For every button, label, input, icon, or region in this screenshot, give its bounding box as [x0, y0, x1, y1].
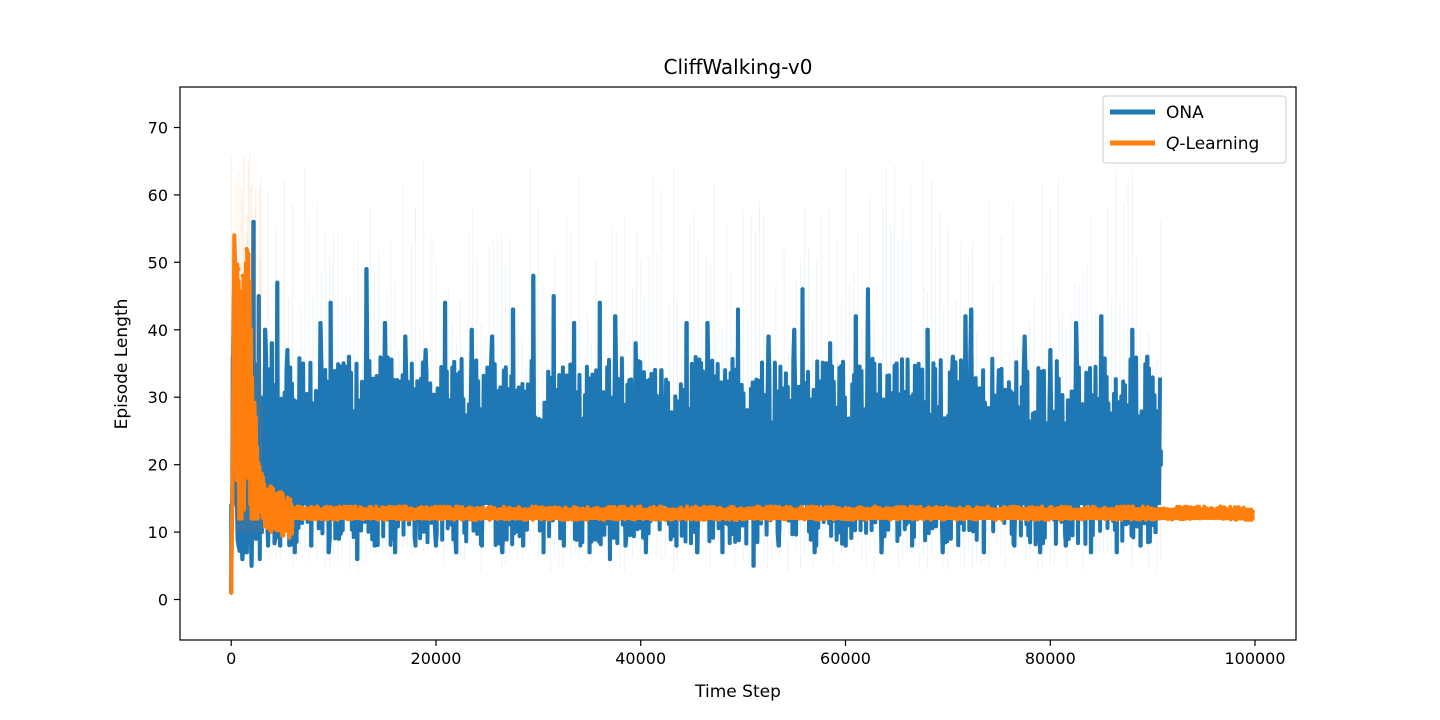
- legend-label-q-learning: Q-Learning: [1166, 134, 1259, 154]
- q-learning-data-point: [249, 395, 254, 400]
- x-axis-ticks: 0 20000 40000 60000 80000 100000: [226, 640, 1286, 668]
- y-tick-label: 60: [148, 186, 168, 205]
- series-layer: [229, 150, 1255, 595]
- q-learning-data-point: [259, 482, 264, 487]
- x-tick-label: 40000: [615, 649, 666, 668]
- chart-title: CliffWalking-v0: [664, 55, 813, 79]
- q-learning-data-point: [255, 462, 260, 467]
- q-learning-data-point: [229, 590, 234, 595]
- q-learning-data-point: [247, 280, 252, 285]
- q-learning-data-point: [242, 314, 247, 319]
- x-tick-label: 0: [226, 649, 236, 668]
- x-tick-label: 20000: [411, 649, 462, 668]
- q-learning-data-point: [230, 462, 235, 467]
- legend-label-ona: ONA: [1166, 103, 1204, 123]
- x-tick-label: 100000: [1224, 649, 1285, 668]
- q-learning-data-point: [236, 267, 241, 272]
- q-learning-data-point: [244, 246, 249, 251]
- y-tick-label: 20: [148, 456, 168, 475]
- y-tick-label: 10: [148, 523, 168, 542]
- q-learning-data-point: [240, 273, 245, 278]
- q-learning-data-point: [238, 509, 243, 514]
- legend-label-q-rest: -Learning: [1179, 134, 1259, 154]
- q-learning-core-band: [292, 507, 1254, 520]
- q-learning-data-point: [232, 233, 237, 238]
- y-tick-label: 0: [158, 591, 168, 610]
- y-axis-ticks: 0 10 20 30 40 50 60 70: [148, 119, 180, 610]
- q-learning-data-point: [280, 503, 285, 508]
- legend: ONA Q-Learning: [1102, 95, 1287, 164]
- q-learning-data-point: [234, 294, 239, 299]
- y-tick-label: 40: [148, 321, 168, 340]
- plot-frame: [179, 86, 1297, 641]
- x-tick-label: 60000: [820, 649, 871, 668]
- y-tick-label: 50: [148, 253, 168, 272]
- q-learning-data-point: [270, 496, 275, 501]
- q-learning-data-point: [265, 496, 269, 501]
- y-tick-label: 70: [148, 119, 168, 138]
- y-tick-label: 30: [148, 388, 168, 407]
- x-axis-title: Time Step: [694, 682, 781, 702]
- x-tick-label: 80000: [1025, 649, 1076, 668]
- y-axis-title: Episode Length: [112, 299, 132, 430]
- legend-label-q-italic: Q: [1166, 134, 1179, 154]
- q-learning-data-point: [252, 422, 257, 427]
- series-q-learning: [229, 150, 1255, 595]
- ona-core-band: [267, 437, 1161, 506]
